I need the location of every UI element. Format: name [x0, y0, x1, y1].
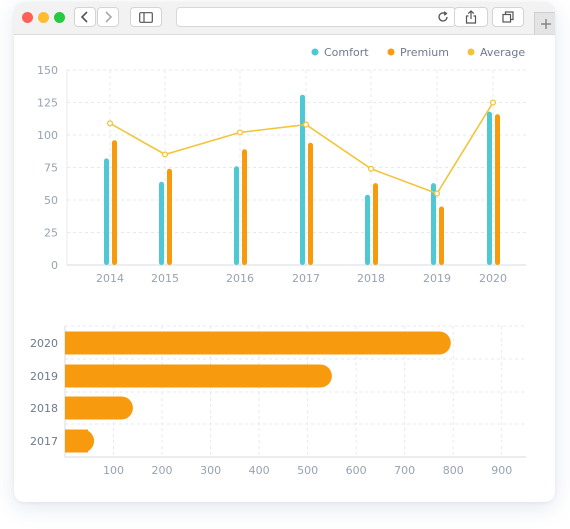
- bar-premium-2019: [439, 206, 444, 265]
- sidebar-icon: [139, 11, 153, 23]
- y-tick-label: 2017: [30, 435, 58, 448]
- average-line: [106, 99, 497, 197]
- y-tick-label: 25: [44, 227, 58, 240]
- chevron-right-icon: [105, 11, 113, 23]
- legend-label-premium: Premium: [400, 46, 449, 59]
- bar-comfort-2017: [300, 94, 305, 265]
- chevron-left-icon: [80, 11, 88, 23]
- x-tick-label: 500: [297, 464, 318, 477]
- x-tick-label: 900: [491, 464, 512, 477]
- average-point-2016: [236, 129, 244, 136]
- y-tick-label: 2019: [30, 370, 58, 383]
- y-tick-label: 50: [44, 194, 58, 207]
- y-tick-label: 125: [37, 97, 58, 110]
- hbar-base-2018: [65, 396, 88, 420]
- y-tick-label: 100: [37, 129, 58, 142]
- bar-comfort-2014: [104, 158, 109, 265]
- x-tick-label: 2017: [292, 272, 320, 285]
- x-tick-label: 300: [200, 464, 221, 477]
- legend-marker-comfort: [311, 48, 319, 56]
- average-point-2019: [433, 190, 441, 197]
- average-point-2015: [161, 151, 169, 158]
- bar-premium-2016: [242, 149, 247, 265]
- hbar-base-2017: [65, 429, 88, 453]
- tabs-overview-button[interactable]: [492, 7, 524, 27]
- hbar-2020: [65, 331, 451, 355]
- bar-premium-2015: [167, 168, 172, 265]
- x-tick-label: 2014: [96, 272, 124, 285]
- x-tick-label: 2020: [479, 272, 507, 285]
- plus-icon: [540, 18, 551, 29]
- hbar-2019: [65, 364, 332, 388]
- bar-comfort-2018: [365, 194, 370, 265]
- y-tick-label: 2018: [30, 402, 58, 415]
- bars: [65, 331, 451, 453]
- bar-premium-2017: [308, 142, 313, 265]
- average-point-2020: [489, 99, 497, 106]
- x-tick-label: 100: [103, 464, 124, 477]
- y-tick-label: 75: [44, 162, 58, 175]
- close-window-button[interactable]: [22, 12, 33, 23]
- legend-label-comfort: Comfort: [324, 46, 369, 59]
- x-tick-label: 400: [249, 464, 270, 477]
- legend-label-average: Average: [480, 46, 525, 59]
- x-tick-label: 2015: [151, 272, 179, 285]
- x-tick-label: 600: [346, 464, 367, 477]
- y-tick-label: 150: [37, 64, 58, 77]
- bar-comfort-2016: [234, 166, 239, 265]
- bar-premium-2014: [112, 140, 117, 265]
- back-button[interactable]: [74, 7, 96, 27]
- average-point-2017: [302, 121, 310, 128]
- bars: [104, 94, 500, 265]
- axes: 100 200 300 400 500 600 700 800 900 2017 2018 2019 2…: [30, 326, 526, 477]
- bar-comfort-2019: [431, 183, 436, 265]
- bar-premium-2018: [373, 183, 378, 265]
- legend-marker-premium: [387, 48, 395, 56]
- axes: 0 25 50 75 100 125 150 2014 2015 2016 2017 2018 2019…: [37, 64, 526, 285]
- grid: [65, 325, 526, 457]
- legend: Comfort Premium Average: [311, 46, 525, 59]
- forward-button[interactable]: [97, 7, 119, 27]
- x-tick-label: 2018: [357, 272, 385, 285]
- sidebar-toggle-button[interactable]: [130, 7, 162, 27]
- new-tab-button[interactable]: [534, 12, 555, 34]
- grid: [66, 69, 526, 266]
- share-icon: [465, 10, 477, 24]
- hbar-base-2019: [65, 364, 88, 388]
- bar-premium-2020: [495, 114, 500, 265]
- title-bar: [14, 2, 555, 35]
- hbar-base-2020: [65, 331, 88, 355]
- y-tick-label: 0: [51, 259, 58, 272]
- average-point-2018: [367, 165, 375, 172]
- average-point-2014: [106, 120, 114, 127]
- bar-comfort-2020: [487, 111, 492, 265]
- x-tick-label: 2016: [226, 272, 254, 285]
- tabs-icon: [502, 11, 514, 23]
- reload-icon[interactable]: [437, 11, 449, 23]
- y-tick-label: 2020: [30, 337, 58, 350]
- zoom-window-button[interactable]: [54, 12, 65, 23]
- bar-comfort-2015: [159, 181, 164, 265]
- x-tick-label: 200: [152, 464, 173, 477]
- share-button[interactable]: [454, 7, 488, 27]
- x-tick-label: 2019: [423, 272, 451, 285]
- minimize-window-button[interactable]: [38, 12, 49, 23]
- x-tick-label: 800: [443, 464, 464, 477]
- x-tick-label: 700: [394, 464, 415, 477]
- legend-marker-average: [467, 48, 475, 56]
